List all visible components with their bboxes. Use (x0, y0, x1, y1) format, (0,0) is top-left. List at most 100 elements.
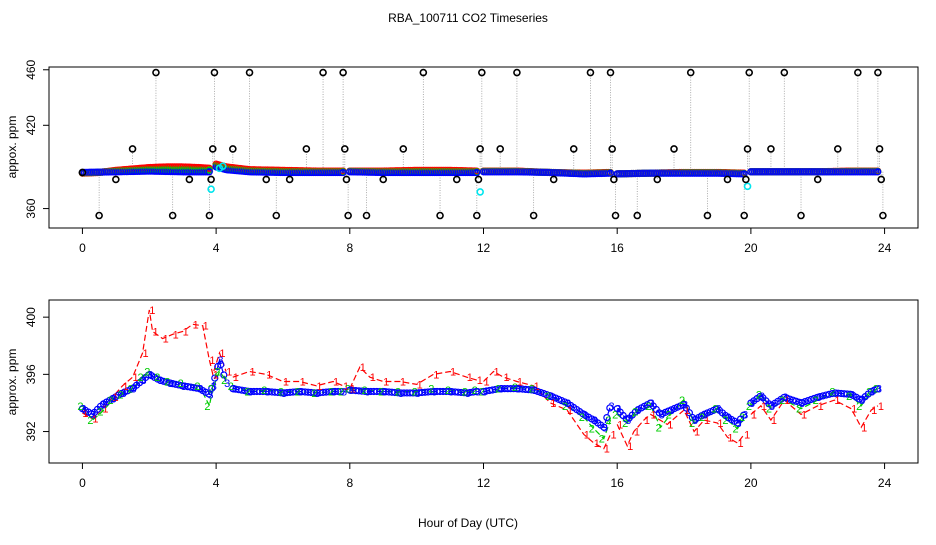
series3-circle (337, 387, 345, 396)
calibration-point (399, 145, 408, 153)
series3-marker: 3 (702, 409, 708, 421)
series1-marker: 1 (203, 321, 209, 333)
series2-marker: 2 (117, 389, 123, 401)
series1-marker: 1 (694, 427, 700, 439)
series3-marker: 3 (110, 394, 116, 406)
calibration-point (569, 145, 578, 153)
series3-marker: 3 (849, 389, 855, 401)
calibration-point (152, 68, 160, 77)
series1-marker: 1 (383, 377, 389, 389)
series1-marker: 1 (143, 348, 149, 360)
series3-marker: 3 (548, 391, 554, 403)
series2-marker: 2 (813, 395, 819, 407)
calibration-point (207, 175, 215, 184)
series2-marker: 2 (295, 387, 301, 399)
series1-line (483, 370, 612, 450)
series1-marker: 1 (644, 415, 650, 427)
series3-line (232, 388, 344, 394)
series3-marker: 3 (381, 387, 387, 399)
series1-marker: 1 (861, 422, 867, 434)
series3-marker: 3 (224, 378, 230, 390)
calibration-point (813, 175, 822, 184)
series3-marker: 3 (465, 388, 471, 400)
series1-marker: 1 (604, 444, 610, 456)
series3-marker: 3 (832, 388, 838, 400)
series3-circle (873, 385, 881, 393)
series2-marker: 2 (154, 372, 160, 384)
calibration-point (205, 211, 214, 220)
series3-marker: 3 (735, 418, 741, 430)
series2-marker: 2 (796, 404, 802, 416)
series2-marker: 2 (679, 395, 685, 407)
series2-marker: 2 (779, 395, 785, 407)
series2-marker: 2 (722, 415, 728, 427)
series1-marker: 1 (163, 334, 169, 346)
series1-marker: 1 (82, 408, 88, 420)
x-tick-label: 24 (878, 476, 892, 490)
calibration-point (452, 175, 461, 184)
series3-circle (334, 387, 342, 396)
series1-marker: 1 (534, 381, 540, 393)
series3-marker: 3 (181, 381, 187, 393)
series3-marker: 3 (749, 398, 755, 410)
series2-marker: 2 (632, 407, 638, 419)
series3-marker: 3 (649, 398, 655, 410)
series3-marker: 3 (669, 405, 675, 417)
series1-marker: 1 (594, 438, 600, 450)
calibration-point (742, 175, 750, 184)
x-axis-label: Hour of Day (UTC) (418, 516, 518, 530)
series3-marker: 3 (742, 409, 748, 421)
series1-marker: 1 (717, 418, 723, 430)
series2-marker: 2 (278, 387, 284, 399)
x-tick-label: 20 (744, 476, 758, 490)
series1-marker: 1 (450, 366, 456, 378)
calibration-point (210, 68, 219, 77)
calibration-point (208, 145, 217, 153)
series3-marker: 3 (348, 385, 354, 397)
x-tick-label: 12 (477, 476, 491, 490)
series2-line (81, 370, 227, 421)
series1-marker: 1 (517, 377, 523, 389)
series2-marker: 2 (127, 384, 133, 396)
calibration-point (339, 68, 347, 77)
series1-marker: 1 (667, 419, 673, 431)
calibration-point (780, 68, 789, 77)
series2-marker: 2 (873, 384, 879, 396)
series1-line (82, 309, 227, 420)
cyan-point (743, 182, 752, 191)
series3-point (205, 168, 213, 176)
series1-marker: 1 (149, 305, 155, 317)
series1-marker: 1 (350, 384, 356, 396)
calibration-point (95, 211, 103, 220)
series3-marker: 3 (80, 404, 86, 416)
series1-marker: 1 (417, 379, 423, 391)
series1-marker: 1 (851, 404, 857, 416)
calibration-point (344, 211, 352, 220)
calibration-point (262, 175, 271, 184)
calibration-point (745, 68, 754, 77)
calibration-point (549, 175, 558, 184)
calibration-point (419, 68, 428, 77)
series3-circle (739, 411, 748, 419)
calibration-point (340, 145, 349, 153)
series1-marker: 1 (584, 429, 590, 441)
series2-marker: 2 (462, 387, 468, 399)
series3-circle (622, 415, 630, 423)
calibration-point (245, 68, 254, 77)
series2-marker: 2 (338, 387, 344, 399)
series1-marker: 1 (233, 372, 239, 384)
series2-marker: 2 (846, 391, 852, 403)
series3-marker: 3 (582, 409, 588, 421)
series3-marker: 3 (725, 412, 731, 424)
top-y-axis: 360 420 460 (24, 59, 49, 219)
bottom-y-axis: 392 396 400 (24, 307, 49, 442)
series2-marker: 2 (756, 389, 762, 401)
calibration-point (797, 211, 805, 220)
series1-marker: 1 (283, 377, 289, 389)
series1-marker: 1 (193, 319, 199, 331)
series1-marker: 1 (102, 404, 108, 416)
calibration-point (743, 145, 752, 153)
series2-marker: 2 (178, 378, 184, 390)
series1-marker: 1 (567, 405, 573, 417)
